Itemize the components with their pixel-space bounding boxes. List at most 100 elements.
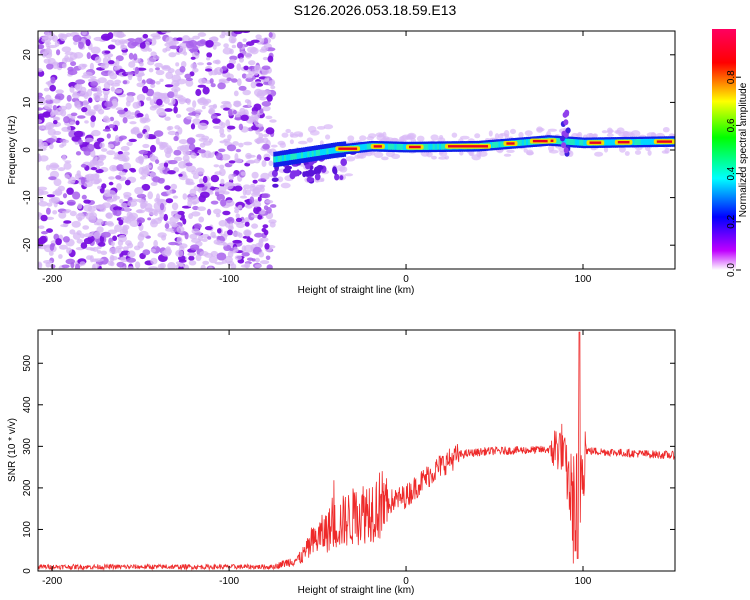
- spectrogram-band-halo: [345, 156, 356, 162]
- spectrogram-band-halo: [488, 130, 493, 137]
- spectrogram-band-halo: [548, 149, 559, 154]
- spectrogram-noise-blob: [107, 229, 118, 235]
- spectrogram-noise-blob: [165, 71, 174, 80]
- spectrogram-noise-blob: [78, 63, 87, 70]
- spectrogram-band-halo: [270, 144, 278, 148]
- spectrogram-noise-blob: [169, 45, 180, 50]
- spectrogram-noise-blob: [192, 205, 199, 211]
- spectrogram-noise-blob: [47, 128, 56, 136]
- spectrogram-noise-blob: [177, 210, 185, 215]
- spectrogram-band-halo: [281, 132, 289, 138]
- spectrogram-noise-blob: [136, 82, 145, 88]
- spectrogram-noise-blob: [117, 247, 122, 254]
- spectrogram-noise-blob: [148, 68, 154, 73]
- spectrogram-noise-blob: [222, 242, 228, 247]
- spectrogram-noise-blob: [235, 217, 243, 223]
- spectrogram-band-halo: [407, 133, 415, 140]
- spectrogram-band-halo: [319, 140, 324, 145]
- spectrogram-band-core: [288, 154, 291, 161]
- colorbar-gradient: [712, 29, 736, 270]
- spectrogram-noise-blob: [150, 51, 157, 57]
- spectrogram-noise-blob: [127, 266, 135, 269]
- spectrogram-noise-blob: [169, 40, 180, 45]
- spectrogram-noise-blob: [137, 241, 144, 249]
- spectrogram-noise-blob: [202, 140, 212, 146]
- spectrogram-noise-blob: [142, 33, 149, 39]
- spectrogram-band-halo: [559, 150, 566, 156]
- spectrogram-noise-blob: [227, 134, 232, 140]
- spectrogram-noise-blob: [243, 184, 251, 190]
- spectrogram-noise-blob: [161, 31, 171, 34]
- spectrogram-noise-blob: [193, 147, 201, 151]
- spectrogram-noise-blob: [46, 207, 51, 215]
- spectrogram-noise-blob: [202, 175, 208, 184]
- spectrogram-band-halo: [309, 130, 320, 136]
- spectrogram-noise-blob: [149, 135, 157, 140]
- spectrogram-noise-blob: [188, 112, 197, 116]
- spectrogram-band-core: [332, 147, 336, 154]
- spectrogram-noise-blob: [81, 194, 87, 200]
- spectrogram-noise-blob: [90, 120, 95, 128]
- spectrogram-band-core: [572, 139, 576, 146]
- spectrogram-noise-blob: [155, 159, 160, 165]
- spectrogram-noise-blob: [186, 98, 191, 105]
- spectrogram-noise-blob: [118, 219, 124, 226]
- spectrogram-band-core: [610, 139, 614, 146]
- spectrogram-band-halo: [607, 129, 614, 133]
- spectrogram-noise-blob: [261, 46, 269, 52]
- spectrogram-band-halo: [603, 146, 609, 153]
- spectrogram-noise-blob: [167, 125, 174, 130]
- spectrogram-noise-blob: [195, 88, 202, 97]
- spectrogram-noise-blob: [210, 231, 216, 238]
- spectrogram-noise-blob: [159, 202, 165, 211]
- spectrogram-noise-blob: [139, 61, 144, 67]
- spectrogram-noise-blob: [94, 56, 102, 64]
- spectrogram-noise-blob: [262, 224, 269, 229]
- spectrogram-peak-spot: [589, 141, 602, 144]
- spectrogram-noise-blob: [111, 39, 117, 43]
- spectrogram-noise-blob: [214, 188, 219, 193]
- spectrogram-noise-blob: [90, 81, 98, 87]
- spectrogram-noise-blob: [60, 224, 68, 228]
- spectrogram-noise-blob: [191, 170, 197, 175]
- spectrogram-noise-blob: [227, 229, 233, 236]
- spectrogram-noise-blob: [214, 261, 224, 265]
- spectrogram-noise-blob: [218, 164, 225, 170]
- spectrogram-noise-blob: [175, 114, 182, 118]
- spectrogram-band-core: [424, 143, 427, 150]
- spectrogram-noise-blob: [188, 260, 197, 266]
- spectrogram-noise-blob: [105, 212, 113, 220]
- spectrogram-noise-blob: [175, 62, 180, 67]
- spectrogram-noise-blob: [145, 164, 152, 169]
- spectrogram-noise-blob: [161, 95, 167, 102]
- spectrogram-band-halo: [289, 139, 294, 145]
- spectrogram-noise-blob: [264, 243, 270, 250]
- spectrogram-noise-blob: [109, 116, 115, 122]
- spectrogram-band-core: [385, 143, 389, 150]
- spectrogram-noise-blob: [86, 255, 93, 260]
- snr-x-ticks: -200 -100 0 100: [42, 330, 592, 587]
- spectrogram-noise-blob: [50, 264, 56, 269]
- spectrogram-band-halo: [431, 155, 437, 160]
- spectrogram-band-halo: [524, 130, 533, 137]
- spectrogram-noise-blob: [152, 55, 160, 60]
- spectrogram-noise-blob: [254, 257, 260, 263]
- spectrogram-band-halo: [523, 148, 528, 153]
- spectrogram-band-core: [613, 139, 616, 146]
- spectrogram-noise-blob: [164, 116, 171, 121]
- spectrogram-band-core: [441, 143, 444, 150]
- spectrogram-noise-blob: [182, 218, 187, 225]
- spectrogram-noise-blob: [191, 211, 201, 217]
- spectrogram-noise-blob: [150, 33, 161, 38]
- spectrogram-band-halo: [344, 173, 354, 177]
- spectrogram-band-halo: [306, 137, 314, 143]
- spectrogram-noise-blob: [91, 264, 96, 269]
- spectrogram-noise-blob: [183, 264, 190, 269]
- spectrogram-noise-blob: [172, 195, 179, 199]
- spectrogram-noise-blob: [178, 266, 184, 269]
- spectrogram-band-core: [402, 144, 406, 151]
- spectrogram-noise-blob: [204, 226, 213, 231]
- spectrogram-noise-blob: [124, 206, 131, 213]
- spectrogram-noise-blob: [192, 35, 201, 40]
- spectrogram-noise-blob: [54, 188, 63, 196]
